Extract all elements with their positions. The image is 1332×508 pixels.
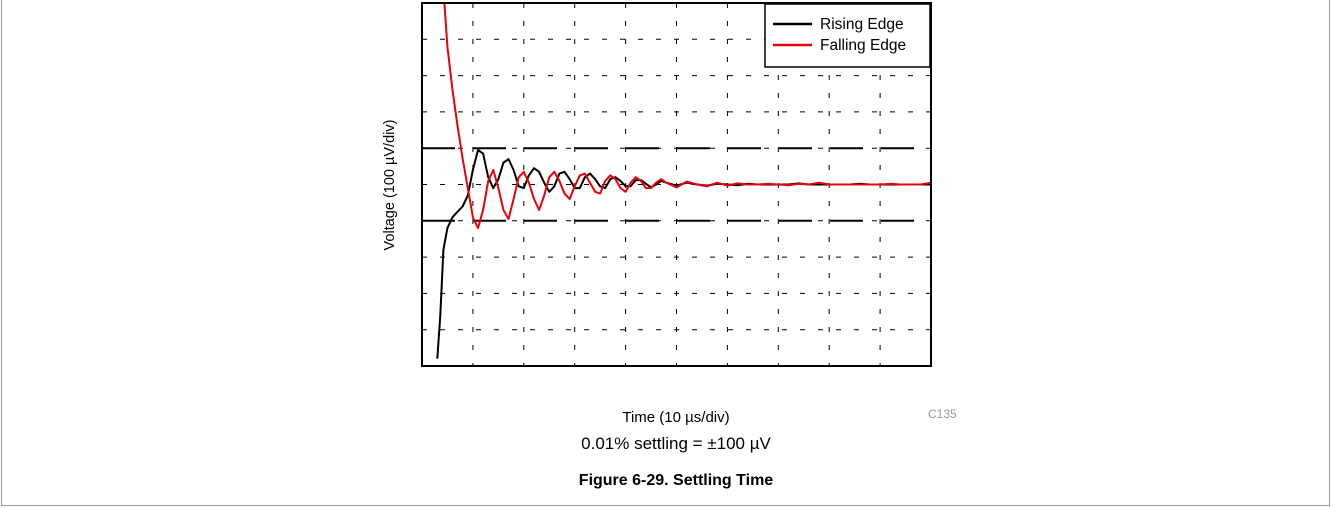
figure-code: C135 [928, 407, 957, 421]
limit-lines [422, 147, 931, 222]
legend-label: Falling Edge [820, 37, 906, 54]
legend-label: Rising Edge [820, 16, 904, 33]
figure-caption: Figure 6-29. Settling Time [578, 472, 774, 489]
legend-box [764, 3, 931, 68]
legend: Rising Edge Falling Edge [764, 3, 931, 68]
series-line-falling-edge [443, 3, 931, 230]
settling-note: 0.01% settling = ±100 µV [581, 434, 771, 453]
plot-border [421, 2, 932, 367]
series-line-rising-edge [436, 149, 931, 359]
y-axis-label: Voltage (100 µV/div) [382, 119, 398, 251]
x-axis-label: Time (10 µs/div) [622, 409, 730, 426]
series-group [436, 3, 931, 359]
